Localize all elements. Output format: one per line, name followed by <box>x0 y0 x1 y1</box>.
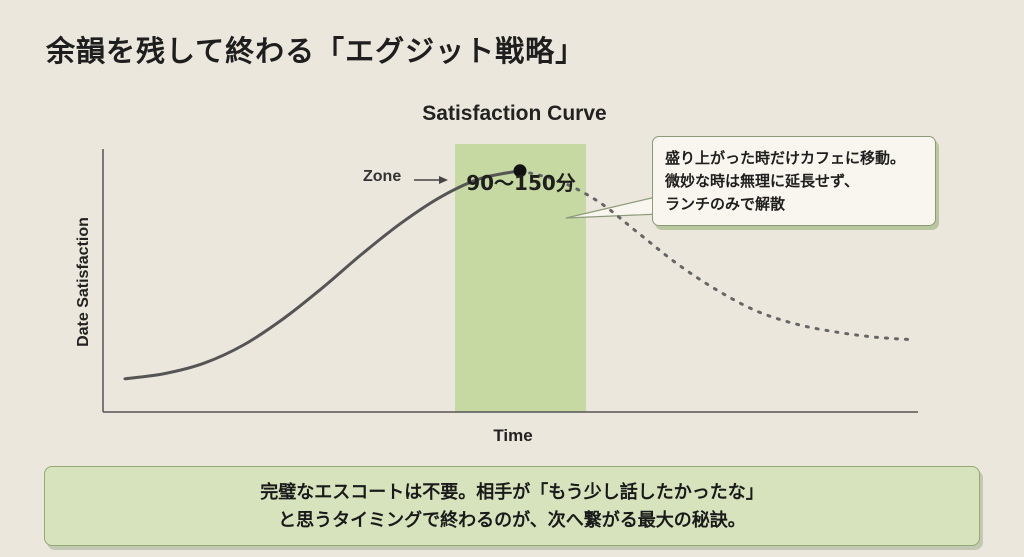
satisfaction-line-solid <box>123 169 522 381</box>
x-axis-label: Time <box>493 426 533 445</box>
key-message-line: と思うタイミングで終わるのが、次へ繋がる最大の秘訣。 <box>278 510 746 531</box>
callout-line: ランチのみで解散 <box>665 195 786 213</box>
zone-band <box>455 144 586 412</box>
zone-label: Zone <box>363 168 402 185</box>
key-message-line: 完璧なエスコートは不要。相手が「もう少し話したかったな」 <box>260 482 764 503</box>
callout-line: 微妙な時は無理に延長せず、 <box>665 172 859 190</box>
zone-arrow-head <box>439 176 448 184</box>
y-axis-label: Date Satisfaction <box>75 217 92 347</box>
peak-callout: 盛り上がった時だけカフェに移動。 微妙な時は無理に延長せず、 ランチのみで解散 <box>652 136 936 226</box>
peak-point <box>513 164 527 178</box>
satisfaction-line-dotted <box>518 169 917 342</box>
key-message-box: 完璧なエスコートは不要。相手が「もう少し話したかったな」 と思うタイミングで終わ… <box>44 466 980 546</box>
callout-line: 盛り上がった時だけカフェに移動。 <box>665 149 906 167</box>
zone-value: 90〜150分 <box>466 171 576 195</box>
chart-title: Satisfaction Curve <box>422 102 607 125</box>
page-title: 余韻を残して終わる「エグジット戦略」 <box>46 34 586 68</box>
